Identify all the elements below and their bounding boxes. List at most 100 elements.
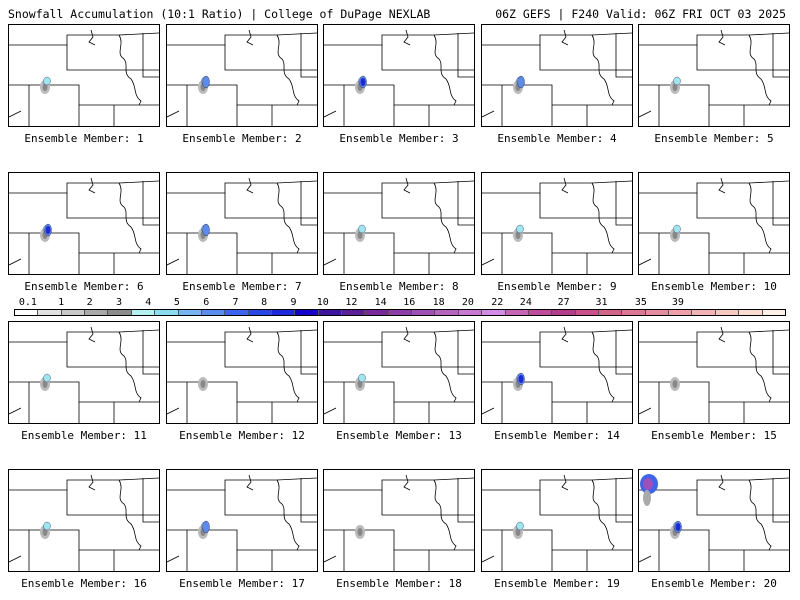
colorbar-tick-label: 14 [374,297,387,308]
region-map-svg [9,326,159,423]
snowfall-blob [513,521,524,539]
colorbar-swatch [458,310,483,315]
colorbar-swatch [201,310,226,315]
colorbar-swatch [342,310,366,315]
colorbar-swatch [739,310,763,315]
ensemble-panel [323,469,475,572]
colorbar-swatch [762,310,785,315]
ensemble-member-label: Ensemble Member: 7 [182,280,302,293]
ensemble-member-label: Ensemble Member: 17 [179,577,305,590]
region-map-svg [639,29,789,126]
ensemble-panel [638,469,790,572]
snowfall-blob [355,75,367,94]
snowfall-blob [198,520,210,539]
snowfall-blob [355,373,366,391]
ensemble-member-label: Ensemble Member: 10 [651,280,777,293]
colorbar-tick-label: 5 [173,297,180,308]
colorbar-swatch [295,310,319,315]
region-map-svg [9,474,159,571]
colorbar-swatch [318,310,343,315]
colorbar-swatch [85,310,109,315]
snowfall-blob [40,76,51,94]
colorbar-swatch [575,310,599,315]
colorbar-tick-label: 10 [316,297,329,308]
ensemble-panel [481,469,633,572]
snowfall-blob [198,377,208,391]
region-map-svg [167,29,317,126]
ensemble-panel [638,321,790,424]
colorbar-swatch [505,310,529,315]
region-map-svg [482,474,632,571]
ensemble-member-label: Ensemble Member: 11 [21,429,147,442]
colorbar-tick-label: 39 [671,297,684,308]
snowfall-blob [640,474,682,539]
snowfall-blob [513,75,525,94]
colorbar-swatch [365,310,389,315]
colorbar-swatch [388,310,413,315]
colorbar-tick-label: 3 [115,297,122,308]
model-run-valid-time: 06Z GEFS | F240 Valid: 06Z FRI OCT 03 20… [495,7,786,21]
region-map-svg [639,326,789,423]
snowfall-blob [670,224,681,242]
colorbar-swatch [248,310,272,315]
ensemble-panel [323,24,475,127]
colorbar-tick-label: 24 [519,297,532,308]
colorbar-tick-label: 16 [403,297,416,308]
ensemble-member-label: Ensemble Member: 6 [24,280,144,293]
ensemble-member-label: Ensemble Member: 20 [651,577,777,590]
snowfall-blob [40,373,51,391]
region-map-svg [639,177,789,274]
ensemble-panel [166,321,318,424]
region-map-svg [482,29,632,126]
colorbar-swatch [38,310,62,315]
snowfall-blob [513,372,525,391]
ensemble-member-label: Ensemble Member: 12 [179,429,305,442]
colorbar-swatch [412,310,436,315]
snowfall-blob [355,224,366,242]
ensemble-member-label: Ensemble Member: 19 [494,577,620,590]
colorbar-tick-label: 27 [557,297,570,308]
colorbar-swatch [669,310,693,315]
colorbar-tick-label: 7 [232,297,239,308]
colorbar-tick-label: 22 [491,297,504,308]
map-title: Snowfall Accumulation (10:1 Ratio) | Col… [8,7,431,21]
ensemble-panel [166,24,318,127]
ensemble-member-label: Ensemble Member: 16 [21,577,147,590]
colorbar-swatch [692,310,716,315]
ensemble-panel [8,469,160,572]
region-map-svg [9,29,159,126]
snowfall-blob [198,75,210,94]
colorbar-swatch [108,310,132,315]
snowfall-blob [670,76,681,94]
colorbar-swatch [61,310,86,315]
colorbar-swatch [482,310,506,315]
region-map-svg [482,326,632,423]
colorbar-tick-label: 35 [634,297,647,308]
ensemble-member-label: Ensemble Member: 4 [497,132,617,145]
region-map-svg [639,474,789,571]
ensemble-panel [638,24,790,127]
region-map-svg [167,474,317,571]
region-map-svg [482,177,632,274]
region-map-svg [324,326,474,423]
snowfall-colorbar [14,309,786,316]
colorbar-swatch [552,310,576,315]
region-map-svg [167,177,317,274]
ensemble-panel [481,172,633,275]
colorbar-swatch [645,310,670,315]
ensemble-member-label: Ensemble Member: 18 [336,577,462,590]
colorbar-tick-label: 1 [58,297,65,308]
ensemble-member-label: Ensemble Member: 15 [651,429,777,442]
colorbar-tick-label: 31 [595,297,608,308]
colorbar-swatch [528,310,553,315]
ensemble-panel [8,172,160,275]
ensemble-panel [166,172,318,275]
colorbar-tick-label: 6 [203,297,210,308]
colorbar-swatch [435,310,459,315]
region-map-svg [324,474,474,571]
colorbar-tick-label: 9 [290,297,297,308]
colorbar-swatch [15,310,39,315]
colorbar-swatch [271,310,296,315]
region-map-svg [324,177,474,274]
region-map-svg [324,29,474,126]
